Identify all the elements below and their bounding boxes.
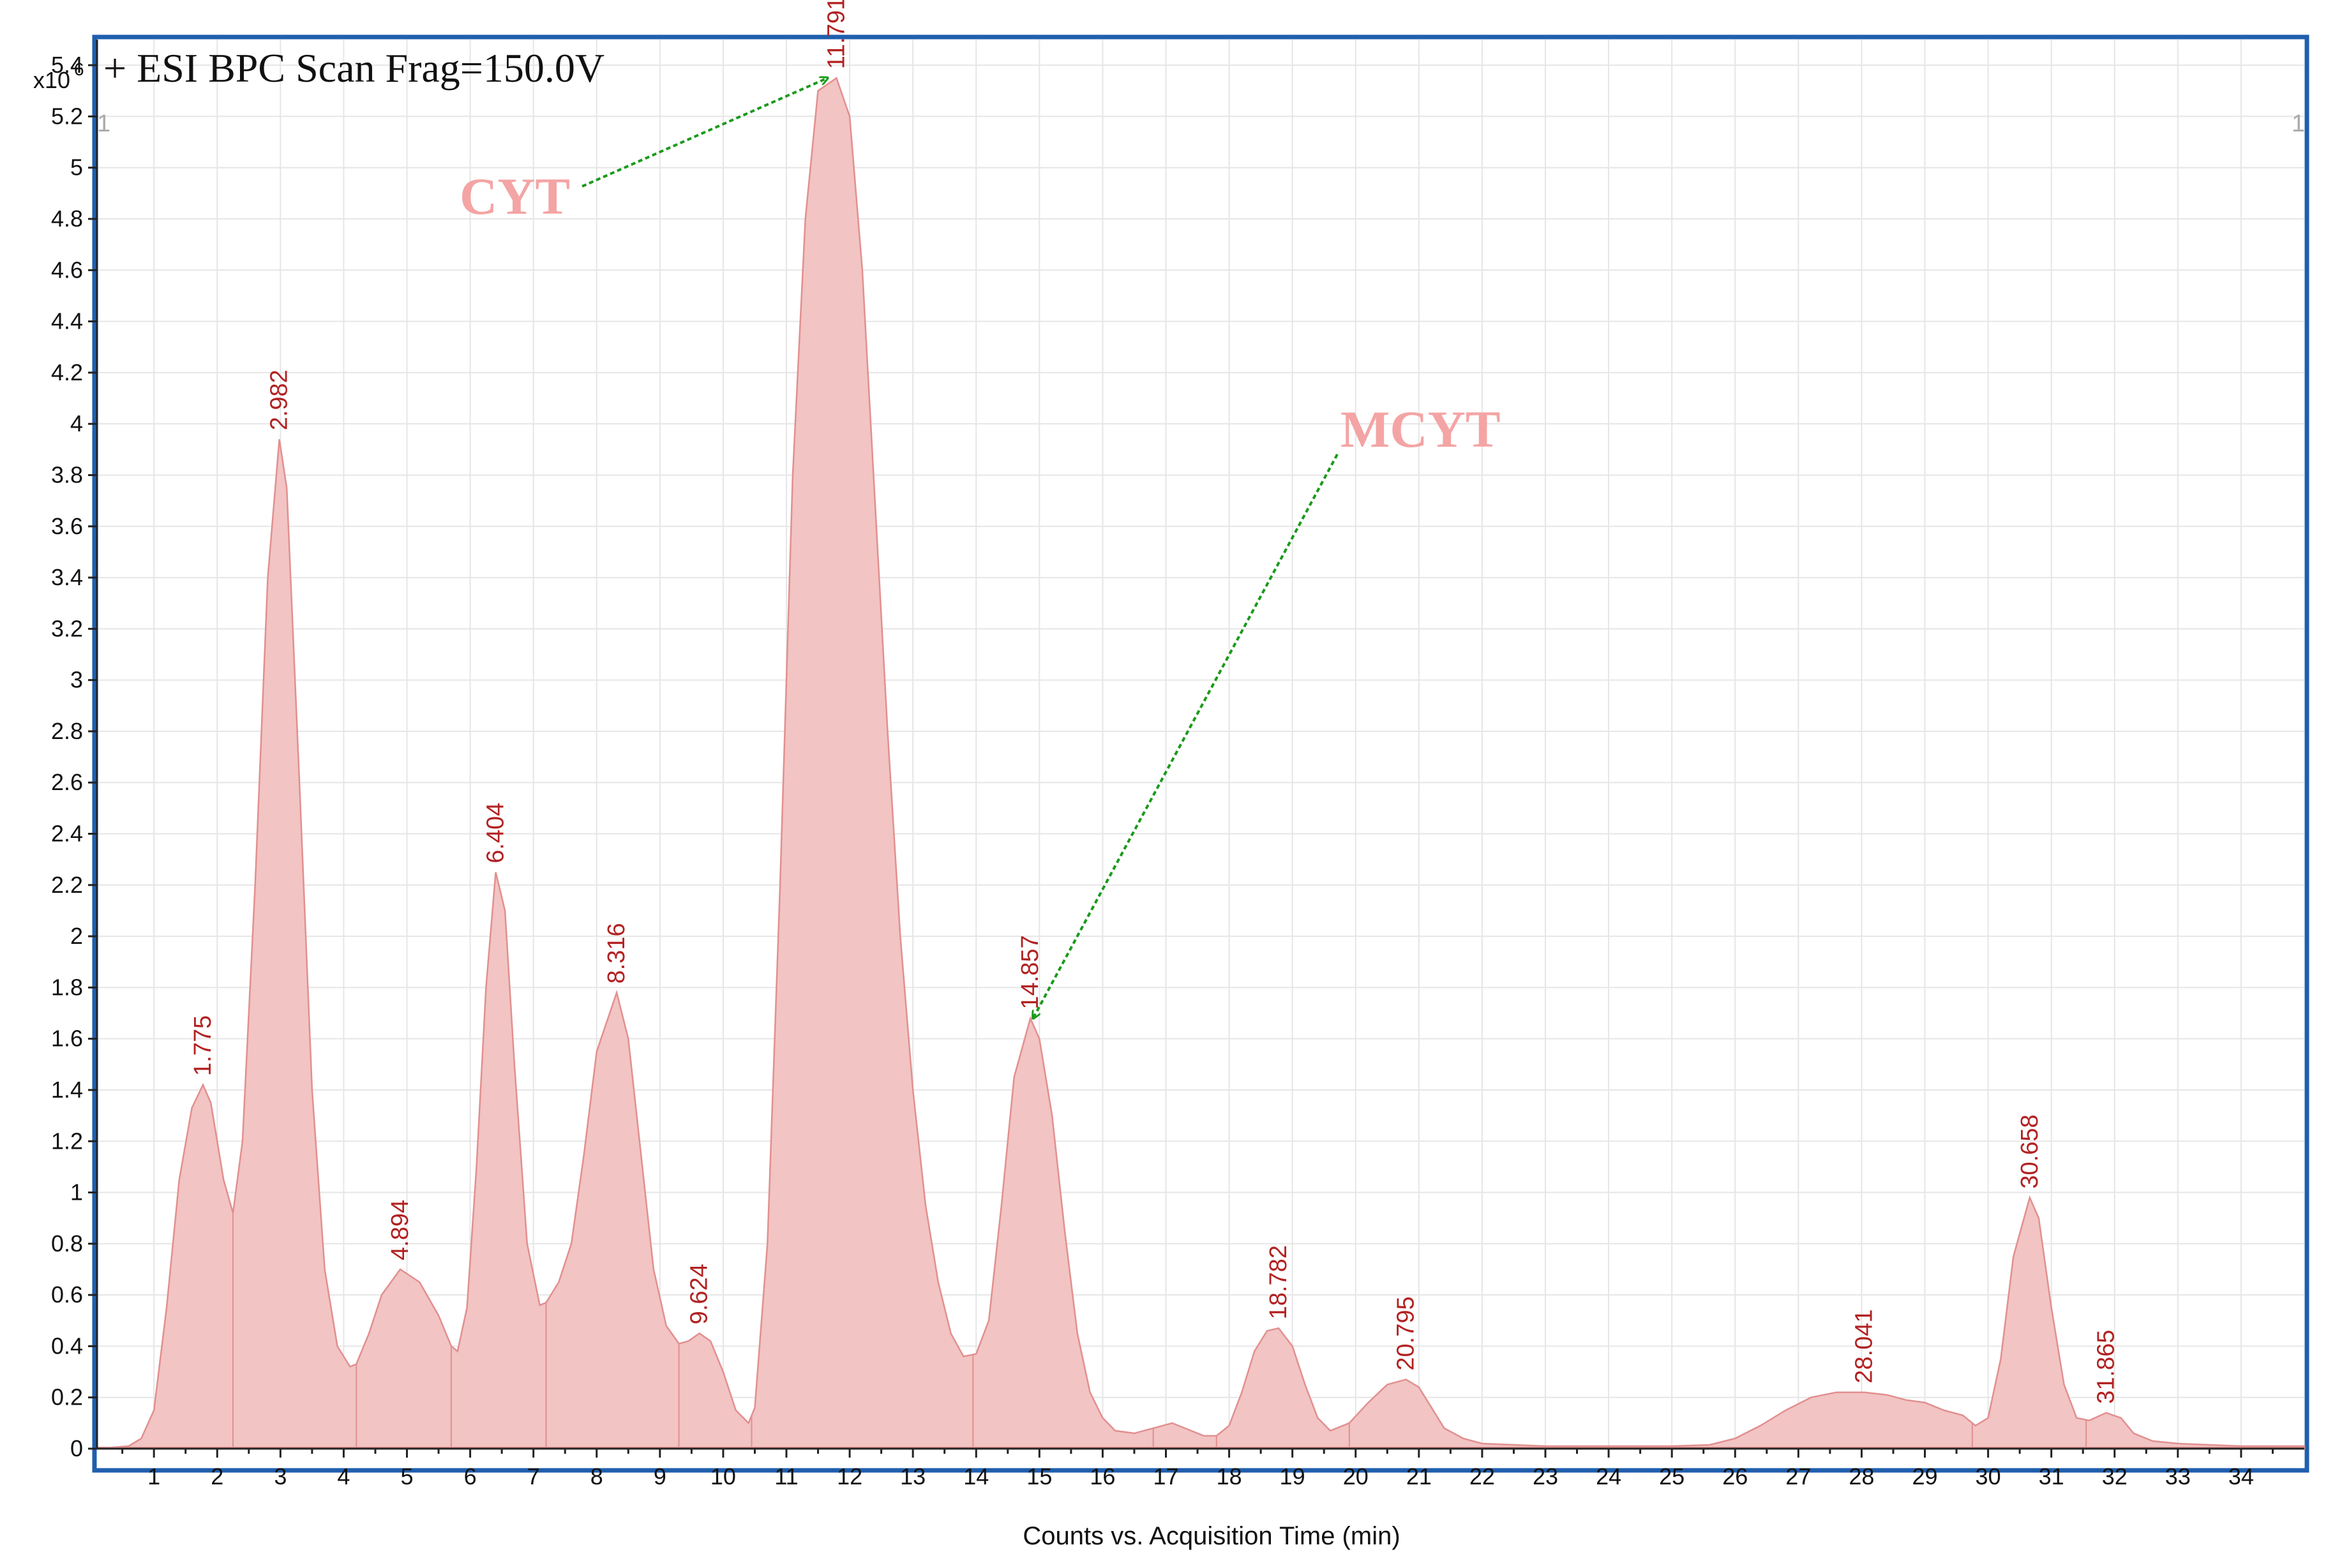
grid-layer [97, 40, 2304, 1449]
x-tick-label: 18 [1217, 1463, 1242, 1490]
x-axis-label: Counts vs. Acquisition Time (min) [1023, 1522, 1400, 1550]
x-tick-label: 9 [654, 1463, 666, 1490]
x-tick-label: 32 [2102, 1463, 2128, 1490]
chart-title: + ESI BPC Scan Frag=150.0V [103, 45, 604, 91]
x-tick-label: 30 [1976, 1463, 2001, 1490]
x-tick-label: 19 [1280, 1463, 1305, 1490]
peak-label: 4.894 [387, 1200, 414, 1260]
corner-mark-right: 1 [2292, 110, 2305, 137]
trace-layer [96, 77, 2306, 1450]
peak-label: 28.041 [1850, 1309, 1877, 1383]
y-tick-label: 1.8 [51, 974, 83, 1000]
x-tick-label: 1 [147, 1463, 160, 1490]
x-tick-label: 13 [900, 1463, 926, 1490]
annotation-arrow [1033, 454, 1339, 1019]
y-tick-label: 1 [70, 1179, 83, 1206]
peak-label: 1.775 [190, 1015, 216, 1076]
x-tick-label: 5 [400, 1463, 413, 1490]
y-tick-label: 4.2 [51, 359, 83, 385]
x-tick-label: 7 [527, 1463, 540, 1490]
y-tick-label: 0.8 [51, 1230, 83, 1257]
x-tick-label: 27 [1785, 1463, 1811, 1490]
x-tick-label: 10 [710, 1463, 736, 1490]
x-tick-label: 14 [963, 1463, 989, 1490]
x-tick-label: 31 [2039, 1463, 2064, 1490]
annotation-arrow [582, 78, 827, 188]
y-tick-label: 3.8 [51, 461, 83, 488]
scale-label: x10 [33, 67, 70, 93]
x-tick-label: 6 [464, 1463, 477, 1490]
x-tick-label: 24 [1596, 1463, 1621, 1490]
label-layer: 1.775 2.982 4.894 6.404 8.316 9.624 11.791 14.8… [190, 0, 2119, 1404]
y-tick-label: 5 [70, 154, 83, 181]
peak-label: 6.404 [483, 803, 509, 863]
axis-layer: 1 2 3 4 5 6 7 8 9 10 11 12 13 14 15 16 17 18 19 20 21 22 23 24 2… [51, 40, 2304, 1490]
y-tick-label: 4 [70, 410, 83, 437]
peak-label: 20.795 [1393, 1296, 1420, 1370]
annotation-mcyt: MCYT [1340, 400, 1501, 458]
peak-label: 30.658 [2016, 1114, 2043, 1188]
annotation-cyt: CYT [460, 167, 570, 225]
x-tick-label: 15 [1026, 1463, 1052, 1490]
x-tick-label: 8 [590, 1463, 603, 1490]
x-tick-label: 33 [2165, 1463, 2191, 1490]
scale-exponent: 6 [74, 59, 84, 79]
y-tick-label: 0.6 [51, 1281, 83, 1308]
x-tick-label: 28 [1849, 1463, 1874, 1490]
annotation-layer: CYT MCYT [460, 78, 1501, 1018]
peak-label: 31.865 [2092, 1330, 2119, 1404]
y-tick-label: 4.6 [51, 257, 83, 283]
y-tick-label: 2.2 [51, 872, 83, 898]
x-tick-label: 2 [211, 1463, 223, 1490]
x-tick-label: 20 [1343, 1463, 1369, 1490]
y-tick-label: 2 [70, 923, 83, 949]
plot-frame [92, 34, 2309, 1473]
x-tick-label: 23 [1533, 1463, 1558, 1490]
x-tick-label: 16 [1090, 1463, 1115, 1490]
x-tick-label: 11 [774, 1463, 798, 1490]
y-tick-label: 0.4 [51, 1333, 83, 1359]
y-tick-label: 2.4 [51, 821, 83, 847]
peak-label: 14.857 [1017, 935, 1044, 1009]
y-tick-label: 0.2 [51, 1384, 83, 1410]
y-tick-label: 3.6 [51, 513, 83, 539]
peak-label: 9.624 [686, 1264, 713, 1324]
y-tick-label: 2.6 [51, 769, 83, 795]
y-tick-label: 3.4 [51, 564, 83, 590]
y-tick-label: 4.8 [51, 205, 83, 232]
x-tick-label: 25 [1659, 1463, 1685, 1490]
peak-label: 18.782 [1265, 1245, 1292, 1319]
x-tick-label: 17 [1153, 1463, 1178, 1490]
x-tick-label: 34 [2228, 1463, 2254, 1490]
y-tick-label: 1.6 [51, 1026, 83, 1052]
y-tick-label: 4.4 [51, 308, 83, 334]
x-tick-label: 3 [274, 1463, 287, 1490]
x-tick-label: 22 [1469, 1463, 1495, 1490]
peak-label: 2.982 [266, 370, 293, 430]
y-tick-label: 1.2 [51, 1128, 83, 1154]
y-tick-label: 5.4 [51, 52, 83, 78]
x-tick-label: 12 [837, 1463, 862, 1490]
peak-label: 11.791 [823, 0, 850, 69]
corner-mark-left: 1 [97, 110, 110, 137]
y-tick-label: 3 [70, 667, 83, 693]
peak-label: 8.316 [603, 923, 630, 983]
x-tick-label: 26 [1722, 1463, 1748, 1490]
y-tick-label: 3.2 [51, 615, 83, 641]
y-tick-label: 5.2 [51, 103, 83, 129]
bpc-trace-area [96, 77, 2306, 1450]
x-tick-label: 4 [337, 1463, 350, 1490]
x-tick-label: 21 [1406, 1463, 1432, 1490]
y-tick-label: 2.8 [51, 718, 83, 744]
y-tick-label: 0 [70, 1435, 83, 1461]
x-tick-label: 29 [1912, 1463, 1937, 1490]
y-tick-label: 1.4 [51, 1077, 83, 1103]
